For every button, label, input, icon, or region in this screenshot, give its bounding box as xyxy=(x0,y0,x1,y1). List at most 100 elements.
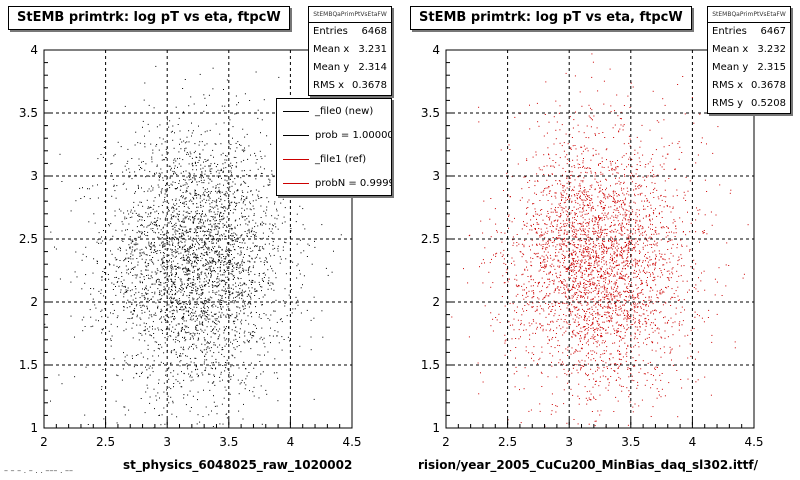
left-scatter-point xyxy=(209,296,211,298)
left-scatter-point xyxy=(132,254,134,256)
right-scatter-point xyxy=(609,308,611,309)
left-scatter-point xyxy=(231,165,233,166)
left-scatter-point xyxy=(204,241,206,243)
left-scatter-point xyxy=(208,194,210,196)
left-scatter-point xyxy=(169,265,171,267)
right-scatter-point xyxy=(615,209,617,211)
left-scatter-point xyxy=(243,282,245,284)
left-scatter-point xyxy=(296,243,298,245)
left-scatter-point xyxy=(197,260,199,261)
left-scatter-point xyxy=(173,147,175,149)
left-scatter-point xyxy=(240,351,242,353)
left-scatter-point xyxy=(188,247,190,249)
left-scatter-point xyxy=(196,287,198,289)
right-scatter-point xyxy=(514,217,515,219)
left-scatter-point xyxy=(226,417,228,419)
left-scatter-point xyxy=(247,246,248,248)
left-scatter-point xyxy=(143,278,145,280)
right-scatter-point xyxy=(556,327,558,329)
right-scatter-point xyxy=(619,378,621,380)
left-scatter-point xyxy=(181,328,183,330)
left-scatter-point xyxy=(172,260,174,262)
left-scatter-point xyxy=(173,215,175,217)
left-xtick-label-0: 2 xyxy=(40,435,48,449)
left-scatter-point xyxy=(179,130,181,132)
left-scatter-point xyxy=(262,371,264,373)
left-scatter-point xyxy=(263,210,265,212)
right-scatter-point xyxy=(593,301,595,303)
left-scatter-point xyxy=(157,347,159,349)
left-scatter-point xyxy=(170,248,172,250)
left-scatter-point xyxy=(124,105,126,107)
left-scatter-point xyxy=(219,328,221,330)
left-scatter-point xyxy=(142,282,143,284)
left-scatter-point xyxy=(223,184,224,186)
left-scatter-point xyxy=(230,273,232,275)
right-scatter-point xyxy=(547,147,549,149)
left-scatter-point xyxy=(131,216,133,218)
left-scatter-point xyxy=(112,179,114,180)
right-scatter-point xyxy=(560,308,562,310)
left-scatter-point xyxy=(182,259,184,261)
left-scatter-point xyxy=(154,312,156,314)
left-scatter-point xyxy=(196,373,198,375)
left-scatter-point xyxy=(170,362,172,364)
left-scatter-point xyxy=(210,171,212,172)
left-scatter-point xyxy=(206,235,207,236)
right-scatter-point xyxy=(569,297,571,299)
left-scatter-point xyxy=(217,208,219,210)
left-scatter-point xyxy=(216,413,218,415)
left-scatter-point xyxy=(160,284,162,286)
left-scatter-point xyxy=(216,199,218,201)
left-scatter-point xyxy=(183,179,185,180)
right-scatter-point xyxy=(543,259,545,261)
left-scatter-point xyxy=(158,232,160,234)
left-scatter-point xyxy=(292,261,294,263)
right-scatter-point xyxy=(548,121,550,123)
left-scatter-point xyxy=(178,298,180,300)
left-scatter-point xyxy=(183,308,185,310)
right-scatter-point xyxy=(619,118,621,119)
left-scatter-point xyxy=(212,261,214,263)
left-scatter-point xyxy=(151,277,153,279)
left-scatter-point xyxy=(212,216,214,218)
left-scatter-point xyxy=(221,403,223,405)
left-scatter-point xyxy=(254,152,256,154)
left-scatter-point xyxy=(214,217,216,219)
left-scatter-point xyxy=(219,251,220,253)
left-scatter-point xyxy=(176,299,178,301)
right-scatter-point xyxy=(565,206,567,208)
right-scatter-point xyxy=(617,160,618,161)
left-scatter-point xyxy=(141,305,143,307)
left-scatter-point xyxy=(245,182,247,184)
left-scatter-point xyxy=(261,197,263,198)
left-scatter-point xyxy=(248,287,250,289)
left-scatter-point xyxy=(193,298,195,300)
left-scatter-point xyxy=(171,237,173,239)
left-scatter-point xyxy=(212,242,214,244)
right-scatter-point xyxy=(635,212,637,214)
left-scatter-point xyxy=(130,239,132,241)
right-scatter-point xyxy=(622,200,624,201)
left-scatter-point xyxy=(139,169,141,171)
left-scatter-point xyxy=(139,231,140,233)
left-scatter-point xyxy=(187,348,189,350)
right-scatter-point xyxy=(516,245,518,247)
right-scatter-point xyxy=(581,211,583,213)
left-scatter-point xyxy=(255,235,257,237)
left-scatter-point xyxy=(180,258,182,259)
left-scatter-point xyxy=(188,284,189,286)
right-scatter-point xyxy=(618,314,620,316)
left-scatter-point xyxy=(194,256,196,258)
left-scatter-point xyxy=(189,303,191,305)
left-scatter-point xyxy=(119,246,121,248)
left-scatter-point xyxy=(230,366,232,368)
right-scatter-point xyxy=(625,209,627,211)
right-scatter-point xyxy=(537,213,539,215)
left-scatter-point xyxy=(214,206,216,208)
left-scatter-point xyxy=(250,284,252,285)
left-scatter-point xyxy=(228,186,230,188)
left-scatter-point xyxy=(204,311,206,313)
right-scatter-point xyxy=(600,277,602,279)
left-scatter-point xyxy=(161,414,163,416)
